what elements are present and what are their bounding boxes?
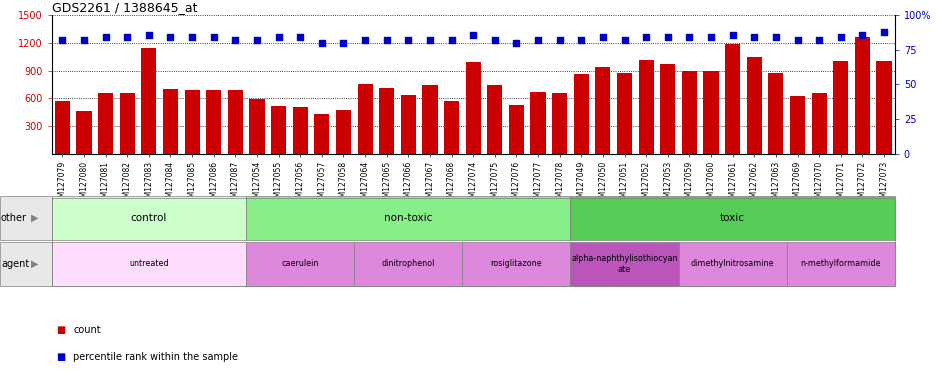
Bar <box>292 107 307 154</box>
Bar <box>335 110 351 154</box>
Point <box>401 37 416 43</box>
Point <box>444 37 459 43</box>
Point <box>768 35 782 41</box>
Bar <box>660 64 675 154</box>
Bar <box>854 38 869 154</box>
Point <box>530 37 545 43</box>
Bar <box>551 93 566 154</box>
Bar <box>875 61 891 154</box>
Text: control: control <box>130 213 167 223</box>
Bar <box>616 73 632 154</box>
Text: ▶: ▶ <box>31 213 38 223</box>
Text: dimethylnitrosamine: dimethylnitrosamine <box>690 260 773 268</box>
Bar <box>594 67 610 154</box>
Point <box>249 37 264 43</box>
Bar <box>227 90 242 154</box>
Point <box>508 40 523 46</box>
Bar <box>530 92 545 154</box>
Point <box>681 35 696 41</box>
Point <box>271 35 285 41</box>
Point <box>379 37 394 43</box>
Text: dinitrophenol: dinitrophenol <box>381 260 434 268</box>
Point <box>875 29 890 35</box>
Point <box>724 31 739 38</box>
Point <box>184 35 199 41</box>
Bar <box>54 101 70 154</box>
Text: n-methylformamide: n-methylformamide <box>799 260 880 268</box>
Point <box>573 37 588 43</box>
Text: GDS2261 / 1388645_at: GDS2261 / 1388645_at <box>51 1 197 14</box>
Point <box>292 35 307 41</box>
Point <box>163 35 178 41</box>
Bar <box>573 74 588 154</box>
Text: non-toxic: non-toxic <box>384 213 432 223</box>
Text: agent: agent <box>1 259 29 269</box>
Bar <box>487 85 502 154</box>
Point <box>617 37 632 43</box>
Text: ■: ■ <box>56 352 66 362</box>
Point <box>465 31 480 38</box>
Bar <box>141 48 156 154</box>
Text: ▶: ▶ <box>31 259 38 269</box>
Point <box>336 40 351 46</box>
Bar <box>746 57 761 154</box>
Point <box>551 37 566 43</box>
Bar <box>681 71 696 154</box>
Point <box>746 35 761 41</box>
Bar <box>314 114 329 154</box>
Point <box>422 37 437 43</box>
Bar <box>401 94 416 154</box>
Bar <box>789 96 804 154</box>
Point <box>594 35 609 41</box>
Point <box>660 35 675 41</box>
Bar <box>358 84 373 154</box>
Point <box>141 31 156 38</box>
Bar <box>271 106 285 154</box>
Text: toxic: toxic <box>720 213 744 223</box>
Bar <box>422 85 437 154</box>
Text: other: other <box>1 213 27 223</box>
Bar <box>379 88 394 154</box>
Bar <box>120 93 135 154</box>
Bar <box>163 89 178 154</box>
Bar <box>768 73 782 154</box>
Point <box>832 35 847 41</box>
Point <box>120 35 135 41</box>
Text: alpha-naphthylisothiocyan
ate: alpha-naphthylisothiocyan ate <box>571 254 677 274</box>
Bar <box>724 44 739 154</box>
Bar <box>703 71 718 154</box>
Text: count: count <box>73 325 100 335</box>
Point <box>487 37 502 43</box>
Point <box>55 37 70 43</box>
Point <box>77 37 92 43</box>
Point <box>703 35 718 41</box>
Point <box>314 40 329 46</box>
Point <box>227 37 242 43</box>
Point <box>98 35 113 41</box>
Bar <box>77 111 92 154</box>
Bar <box>638 60 653 154</box>
Point <box>638 35 653 41</box>
Text: percentile rank within the sample: percentile rank within the sample <box>73 352 238 362</box>
Bar <box>444 101 459 154</box>
Bar <box>249 99 264 154</box>
Bar <box>832 61 847 154</box>
Bar <box>508 105 523 154</box>
Bar <box>98 93 113 154</box>
Point <box>811 37 826 43</box>
Text: ■: ■ <box>56 325 66 335</box>
Point <box>854 31 869 38</box>
Point <box>206 35 221 41</box>
Text: rosiglitazone: rosiglitazone <box>490 260 542 268</box>
Bar <box>811 93 826 154</box>
Point <box>358 37 373 43</box>
Text: untreated: untreated <box>129 260 168 268</box>
Text: caerulein: caerulein <box>281 260 318 268</box>
Point <box>789 37 804 43</box>
Bar <box>465 62 480 154</box>
Bar <box>206 90 221 154</box>
Bar <box>184 90 199 154</box>
